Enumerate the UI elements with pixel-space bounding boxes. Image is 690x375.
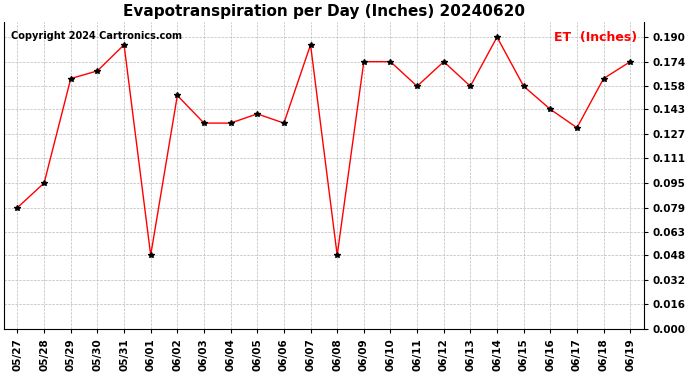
Text: Copyright 2024 Cartronics.com: Copyright 2024 Cartronics.com	[10, 31, 181, 41]
Text: ET  (Inches): ET (Inches)	[554, 31, 637, 44]
Title: Evapotranspiration per Day (Inches) 20240620: Evapotranspiration per Day (Inches) 2024…	[123, 4, 525, 19]
